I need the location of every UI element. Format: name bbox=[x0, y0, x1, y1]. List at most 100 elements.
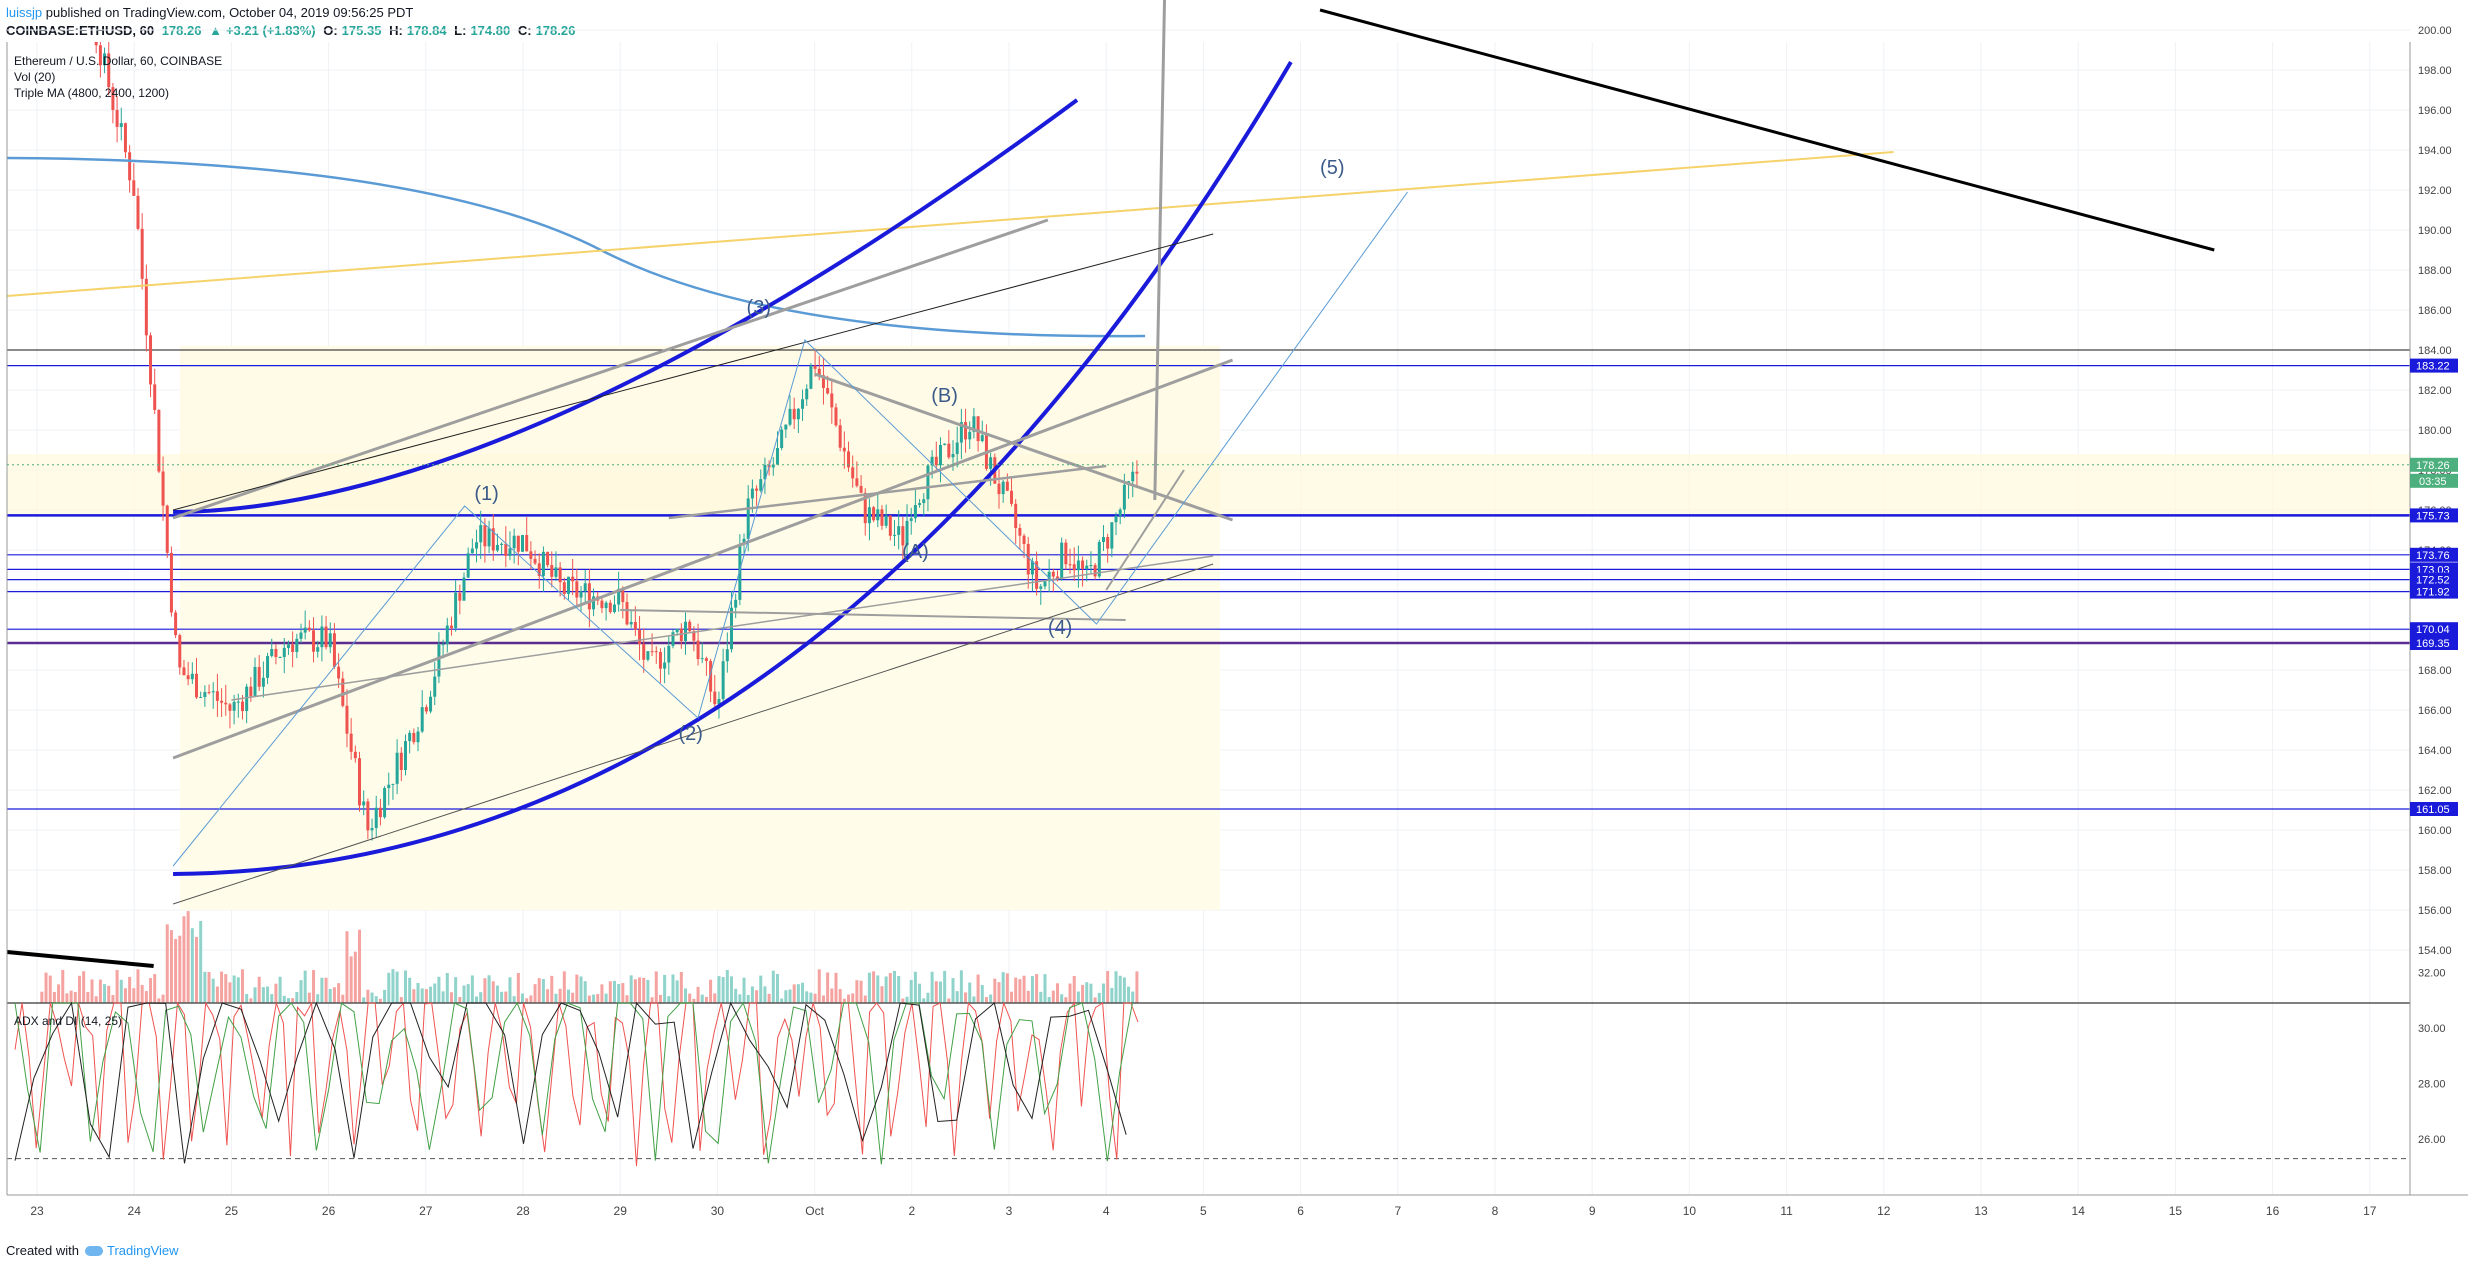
volume-bar bbox=[897, 975, 901, 1003]
candle-body bbox=[729, 607, 733, 650]
volume-bar bbox=[742, 977, 746, 1003]
volume-bar bbox=[395, 971, 399, 1003]
candle-body bbox=[149, 335, 153, 385]
volume-bar bbox=[633, 979, 637, 1003]
candle-body bbox=[725, 649, 729, 662]
volume-bar bbox=[901, 998, 905, 1003]
candle-body bbox=[972, 416, 976, 432]
volume-bar bbox=[215, 986, 219, 1003]
volume-bar bbox=[353, 951, 357, 1003]
candle-body bbox=[316, 647, 320, 652]
legend-volume[interactable]: Vol (20) bbox=[14, 70, 56, 84]
candle-body bbox=[980, 435, 984, 442]
time-tick-label: 16 bbox=[2266, 1204, 2280, 1218]
volume-bar bbox=[1076, 991, 1080, 1003]
volume-bar bbox=[596, 994, 600, 1003]
volume-bar bbox=[370, 992, 374, 1003]
volume-bar bbox=[980, 985, 984, 1003]
volume-bar bbox=[316, 994, 320, 1003]
volume-bar bbox=[851, 993, 855, 1003]
price-tick-label: 182.00 bbox=[2418, 385, 2452, 397]
legend-triple-ma[interactable]: Triple MA (4800, 2400, 1200) bbox=[14, 86, 169, 100]
candle-body bbox=[286, 644, 290, 648]
candle-body bbox=[479, 525, 483, 543]
volume-bar bbox=[282, 995, 286, 1003]
volume-bar bbox=[500, 991, 504, 1003]
candle-body bbox=[571, 576, 575, 582]
tradingview-link[interactable]: TradingView bbox=[106, 1243, 179, 1258]
candle-body bbox=[859, 485, 863, 493]
volume-bar bbox=[976, 974, 980, 1003]
candle-body bbox=[821, 375, 825, 389]
candle-body bbox=[224, 702, 228, 705]
volume-bar bbox=[1064, 997, 1068, 1003]
volume-bar bbox=[1127, 986, 1131, 1003]
volume-bar bbox=[583, 981, 587, 1003]
volume-bar bbox=[249, 998, 253, 1003]
candle-body bbox=[274, 648, 278, 658]
wave-label: (A) bbox=[902, 541, 929, 563]
candle-body bbox=[755, 488, 759, 491]
candle-body bbox=[491, 528, 495, 551]
price-tick-label: 160.00 bbox=[2418, 825, 2452, 837]
candle-body bbox=[278, 656, 282, 658]
volume-bar bbox=[621, 983, 625, 1003]
volume-bar bbox=[612, 980, 616, 1003]
countdown-text: 03:35 bbox=[2419, 476, 2447, 488]
level-tag-text: 171.92 bbox=[2416, 587, 2450, 599]
candle-body bbox=[642, 644, 646, 660]
candle-body bbox=[897, 526, 901, 535]
volume-bar bbox=[144, 991, 148, 1003]
candle-body bbox=[500, 543, 504, 545]
volume-bar bbox=[487, 975, 491, 1003]
adx-legend[interactable]: ADX and DI (14, 25) bbox=[14, 1014, 123, 1028]
candle-body bbox=[959, 422, 963, 443]
volume-bar bbox=[993, 978, 997, 1003]
volume-bar bbox=[312, 970, 316, 1003]
volume-bar bbox=[1118, 975, 1122, 1003]
volume-bar bbox=[1060, 994, 1064, 1003]
volume-bar bbox=[972, 996, 976, 1003]
candle-body bbox=[675, 628, 679, 633]
candle-body bbox=[1005, 481, 1009, 491]
candle-body bbox=[1056, 576, 1060, 579]
level-tag bbox=[2410, 802, 2458, 816]
candle-body bbox=[775, 448, 779, 465]
volume-bar bbox=[69, 990, 73, 1003]
candle-body bbox=[521, 535, 525, 552]
wave-label: (2) bbox=[679, 723, 703, 745]
candle-body bbox=[918, 503, 922, 506]
candle-body bbox=[834, 407, 838, 426]
volume-bar bbox=[989, 994, 993, 1003]
price-tick-label: 198.00 bbox=[2418, 65, 2452, 77]
volume-bar bbox=[470, 975, 474, 1003]
price-chart[interactable]: (1) (2) (3) (4) (5) (A) (B) 200.00 198.00 196.00… bbox=[0, 0, 2468, 1240]
candle-body bbox=[420, 707, 424, 732]
author-link[interactable]: luissjp bbox=[6, 5, 43, 20]
volume-bar bbox=[362, 997, 366, 1003]
volume-bar bbox=[153, 974, 157, 1003]
price-tick-label: 192.00 bbox=[2418, 185, 2452, 197]
grey-channel-line bbox=[1153, 0, 1167, 501]
volume-bar bbox=[926, 992, 930, 1003]
volume-bar bbox=[838, 989, 842, 1003]
grey-channel-line bbox=[620, 609, 1126, 621]
time-tick-label: 4 bbox=[1103, 1204, 1110, 1218]
volume-bar bbox=[1005, 973, 1009, 1003]
candle-body bbox=[508, 548, 512, 556]
volume-bar bbox=[550, 975, 554, 1003]
candle-body bbox=[587, 583, 591, 610]
price-tick-label: 168.00 bbox=[2418, 665, 2452, 677]
price-tick-label: 158.00 bbox=[2418, 865, 2452, 877]
candle-body bbox=[847, 451, 851, 468]
candle-body bbox=[926, 465, 930, 500]
candle-body bbox=[863, 492, 867, 524]
volume-bar bbox=[207, 972, 211, 1003]
volume-bar bbox=[504, 991, 508, 1003]
candle-body bbox=[1064, 542, 1068, 565]
volume-bar bbox=[805, 991, 809, 1003]
volume-bar bbox=[270, 994, 274, 1003]
volume-bar bbox=[1047, 996, 1051, 1003]
time-tick-label: 29 bbox=[614, 1204, 628, 1218]
candle-body bbox=[1076, 560, 1080, 571]
